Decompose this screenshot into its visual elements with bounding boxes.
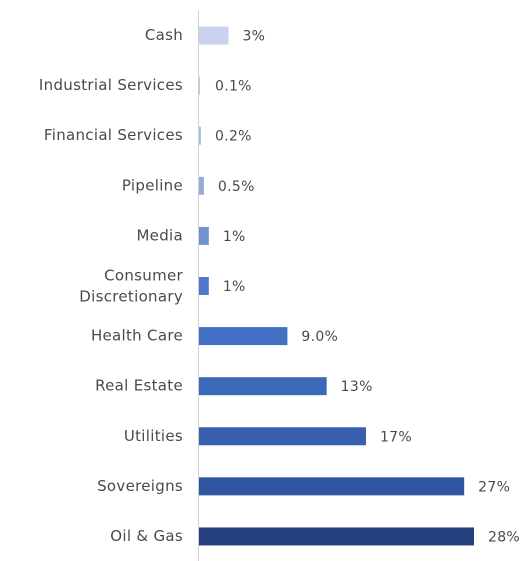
value-label: 27%: [478, 479, 510, 495]
category-label: Utilities: [124, 427, 183, 445]
value-label: 1%: [223, 279, 246, 295]
bar: [199, 76, 200, 95]
category-label: Real Estate: [95, 377, 183, 395]
category-label: Financial Services: [44, 126, 183, 144]
category-label: Oil & Gas: [110, 527, 183, 545]
category-label: Consumer Discretionary: [79, 266, 183, 305]
value-label: 28%: [488, 529, 520, 545]
bar: [199, 126, 201, 145]
bar: [199, 327, 288, 346]
value-label: 17%: [380, 429, 412, 445]
category-label: Industrial Services: [39, 76, 183, 94]
value-label: 0.2%: [215, 129, 252, 145]
bar: [199, 427, 366, 446]
value-label: 0.1%: [215, 79, 252, 95]
value-label: 9.0%: [301, 329, 338, 345]
category-label: Health Care: [91, 327, 183, 345]
category-label: Sovereigns: [97, 477, 183, 495]
bar: [199, 277, 209, 295]
bar: [199, 176, 204, 195]
value-label: 1%: [223, 229, 246, 245]
value-label: 13%: [341, 379, 373, 395]
value-label: 3%: [242, 29, 265, 45]
value-label: 0.5%: [218, 179, 255, 195]
bar: [199, 477, 465, 496]
category-label: Media: [136, 226, 183, 244]
category-label: Pipeline: [122, 176, 183, 194]
bar: [199, 377, 327, 396]
category-label: Cash: [145, 26, 183, 44]
bar: [199, 527, 474, 546]
bar: [199, 26, 229, 45]
bar: [199, 226, 209, 245]
